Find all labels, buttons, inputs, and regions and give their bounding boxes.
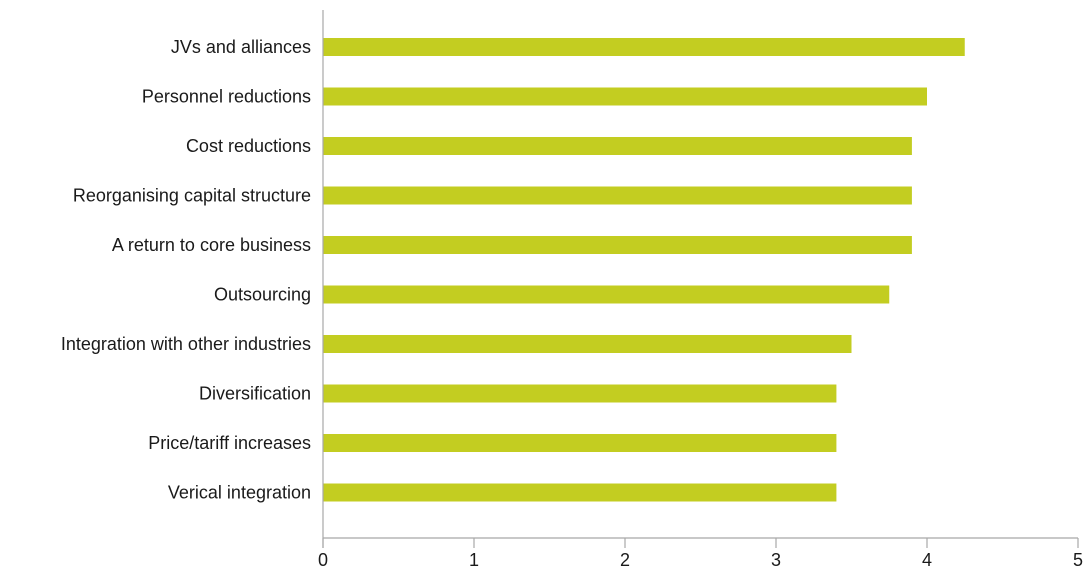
x-axis-ticks: 0 1 2 3 4 5 xyxy=(318,538,1083,570)
bar-6 xyxy=(323,335,852,353)
bar-1 xyxy=(323,87,927,106)
x-tick-label: 5 xyxy=(1073,550,1083,570)
x-tick-label: 1 xyxy=(469,550,479,570)
bar-3 xyxy=(323,186,912,205)
x-tick-label: 3 xyxy=(771,550,781,570)
x-tick-label: 2 xyxy=(620,550,630,570)
category-label: Outsourcing xyxy=(214,285,311,305)
category-label: Diversification xyxy=(199,384,311,404)
category-label: Integration with other industries xyxy=(61,334,311,354)
bar-4 xyxy=(323,236,912,254)
category-label: Verical integration xyxy=(168,483,311,503)
x-tick-label: 0 xyxy=(318,550,328,570)
category-label: Reorganising capital structure xyxy=(73,186,311,206)
bar-0 xyxy=(323,38,965,56)
category-label: A return to core business xyxy=(112,235,311,255)
bar-5 xyxy=(323,285,890,304)
bar-2 xyxy=(323,137,912,155)
category-label: Cost reductions xyxy=(186,136,311,156)
category-labels: JVs and alliances Personnel reductions Cos… xyxy=(61,37,311,503)
category-label: Price/tariff increases xyxy=(148,433,311,453)
category-label: JVs and alliances xyxy=(171,37,311,57)
axes xyxy=(322,10,1078,548)
category-label: Personnel reductions xyxy=(142,87,311,107)
bar-8 xyxy=(323,434,837,452)
bar-7 xyxy=(323,384,837,403)
bars-group xyxy=(323,38,965,502)
x-tick-label: 4 xyxy=(922,550,932,570)
bar-9 xyxy=(323,483,837,502)
